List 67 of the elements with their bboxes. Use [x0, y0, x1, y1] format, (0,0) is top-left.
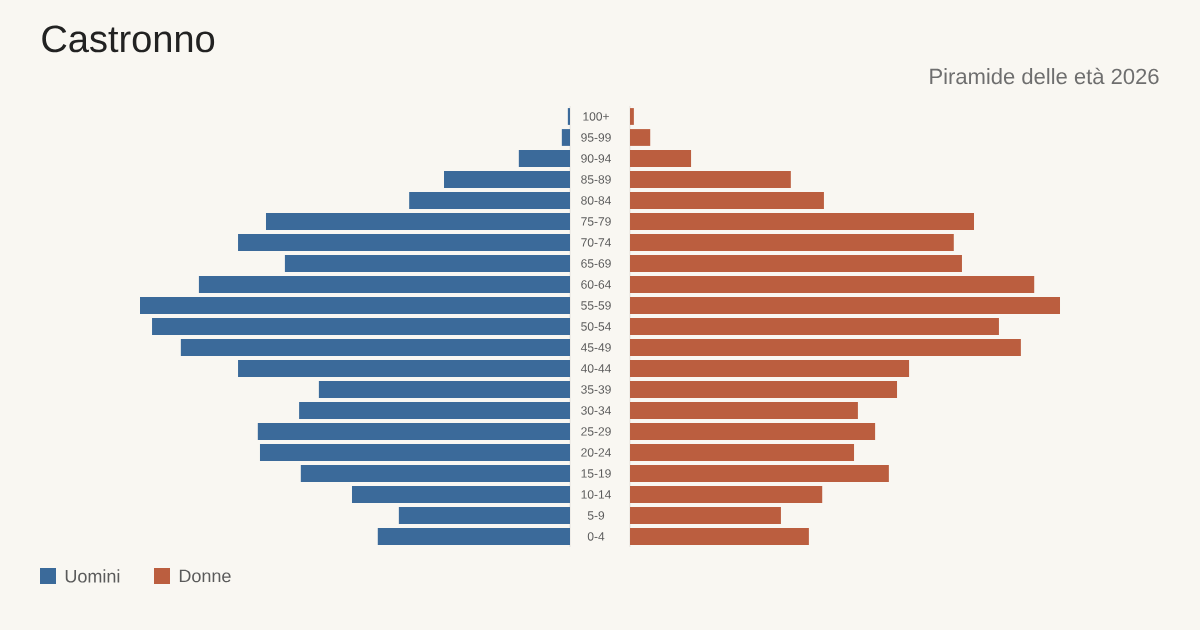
bar — [140, 297, 570, 314]
bar — [180, 339, 570, 356]
bar — [259, 444, 570, 461]
y-tick-label: 75-79 — [581, 217, 611, 226]
bar — [630, 528, 809, 545]
y-tick-label: 70-74 — [581, 238, 611, 247]
y-tick-label: 90-94 — [581, 154, 611, 163]
bar — [630, 339, 1021, 356]
y-tick-label: 65-69 — [581, 259, 611, 268]
bar — [257, 423, 570, 440]
bar — [238, 360, 570, 377]
bar — [265, 213, 570, 230]
bar — [630, 381, 898, 398]
y-tick-label: 80-84 — [581, 196, 611, 205]
bar — [444, 171, 570, 188]
chart-title: Castronno — [42, 25, 215, 53]
bar — [284, 255, 570, 272]
bar — [398, 507, 570, 524]
bar — [630, 486, 823, 503]
bar — [351, 486, 570, 503]
y-tick-label: 15-19 — [581, 469, 611, 478]
legend-label: Donne — [179, 569, 231, 583]
bar — [567, 108, 570, 125]
bar — [238, 234, 570, 251]
bar — [630, 402, 858, 419]
bar — [630, 150, 692, 167]
bar — [630, 318, 999, 335]
bar — [630, 423, 876, 440]
bar — [518, 150, 570, 167]
bar — [630, 108, 634, 125]
y-tick-label: 30-34 — [581, 406, 611, 415]
y-tick-label: 95-99 — [581, 133, 611, 142]
y-tick-label: 5-9 — [587, 511, 605, 520]
bar — [630, 276, 1035, 293]
y-tick-label: 85-89 — [581, 175, 611, 184]
y-tick-label: 45-49 — [580, 343, 611, 352]
y-tick-label: 10-14 — [581, 490, 611, 499]
bar — [409, 192, 570, 209]
y-tick-label: 40-44 — [580, 364, 611, 373]
bar — [630, 255, 962, 272]
chart-subtitle: Piramide delle età 2026 — [930, 67, 1159, 85]
bar — [300, 465, 570, 482]
bar — [630, 129, 651, 146]
bar — [630, 297, 1061, 314]
bar — [630, 360, 910, 377]
bar — [630, 234, 954, 251]
y-tick-label: 100+ — [583, 112, 609, 121]
y-tick-label: 20-24 — [581, 448, 611, 457]
bar — [198, 276, 570, 293]
y-tick-label: 35-39 — [581, 385, 611, 394]
y-tick-label: 60-64 — [581, 280, 611, 289]
bar — [630, 213, 975, 230]
bar — [630, 192, 824, 209]
bar — [152, 318, 570, 335]
bar — [318, 381, 570, 398]
bar — [630, 171, 791, 188]
y-tick-label: 55-59 — [581, 301, 611, 310]
bar — [299, 402, 570, 419]
bar — [377, 528, 570, 545]
bar — [630, 444, 855, 461]
legend-label: Uomini — [65, 569, 120, 583]
bar — [630, 465, 889, 482]
y-tick-label: 25-29 — [581, 427, 611, 436]
y-tick-label: 50-54 — [581, 322, 611, 331]
bar — [561, 129, 570, 146]
bar — [630, 507, 781, 524]
y-tick-label: 0-4 — [587, 532, 605, 541]
